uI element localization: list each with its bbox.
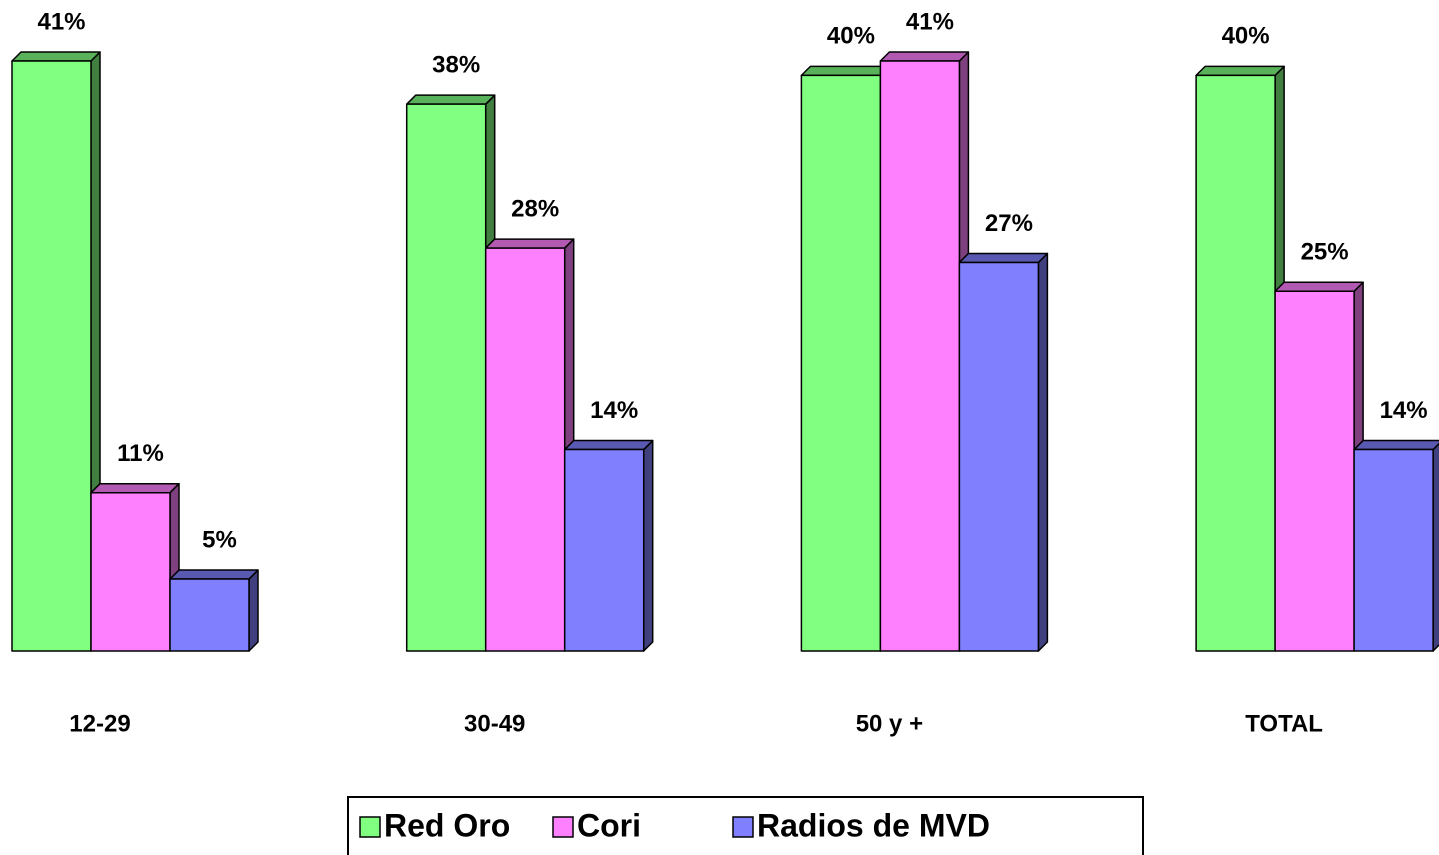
bar-front bbox=[11, 60, 92, 652]
value-label: 28% bbox=[511, 195, 559, 222]
legend-label: Radios de MVD bbox=[757, 807, 990, 843]
bar bbox=[563, 439, 654, 652]
bar-front bbox=[484, 247, 566, 652]
bar bbox=[169, 569, 259, 652]
value-label: 14% bbox=[590, 397, 638, 424]
bar-side-shade bbox=[1433, 443, 1439, 651]
bar-top-shade bbox=[170, 570, 258, 580]
bar-front bbox=[169, 578, 250, 652]
value-label: 14% bbox=[1380, 397, 1428, 424]
bar-side-shade bbox=[249, 570, 258, 651]
bar-front bbox=[1274, 290, 1355, 652]
legend-label: Red Oro bbox=[384, 807, 510, 843]
value-label: 40% bbox=[827, 23, 875, 50]
bar bbox=[90, 482, 180, 652]
bar-top-shade bbox=[485, 239, 574, 249]
bar-side-shade bbox=[1038, 253, 1048, 651]
value-label: 41% bbox=[906, 8, 954, 35]
bar-side-shade bbox=[643, 440, 653, 651]
value-label: 27% bbox=[985, 210, 1033, 237]
bar-top-shade bbox=[959, 253, 1048, 263]
value-label: 41% bbox=[37, 8, 85, 35]
x-tick-label: 50 y + bbox=[856, 710, 923, 737]
x-tick-label: 12-29 bbox=[69, 710, 130, 737]
bar bbox=[800, 65, 891, 652]
x-tick-label: 30-49 bbox=[464, 710, 525, 737]
bar-top-shade bbox=[880, 52, 969, 61]
bar bbox=[1353, 439, 1439, 652]
legend-swatch bbox=[732, 816, 754, 838]
bar-top-shade bbox=[12, 52, 100, 61]
bar-top-shade bbox=[1196, 66, 1285, 76]
bar-front bbox=[800, 74, 882, 652]
bar bbox=[879, 51, 970, 652]
bar-front bbox=[879, 60, 961, 652]
bar-top-shade bbox=[91, 483, 179, 493]
legend-swatch bbox=[359, 816, 381, 838]
bar-front bbox=[405, 103, 487, 652]
legend-swatch bbox=[552, 816, 574, 838]
bar-front bbox=[958, 261, 1040, 652]
value-label: 40% bbox=[1222, 23, 1270, 50]
bar bbox=[405, 94, 496, 652]
bar bbox=[958, 252, 1049, 652]
value-label: 11% bbox=[117, 440, 164, 467]
bar-front bbox=[1353, 448, 1434, 652]
value-label: 5% bbox=[202, 526, 237, 553]
bar bbox=[1274, 281, 1364, 652]
bar bbox=[1195, 65, 1285, 652]
legend-label: Cori bbox=[577, 807, 641, 843]
bar-top-shade bbox=[1354, 440, 1439, 450]
bar-top-shade bbox=[564, 440, 653, 450]
bar bbox=[484, 238, 575, 652]
bar-front bbox=[90, 491, 171, 652]
value-label: 38% bbox=[432, 52, 480, 79]
bar-front bbox=[1195, 74, 1276, 652]
bar-top-shade bbox=[406, 95, 495, 105]
x-tick-label: TOTAL bbox=[1245, 710, 1323, 737]
bar-top-shade bbox=[801, 66, 890, 76]
value-label: 25% bbox=[1301, 239, 1349, 266]
bar bbox=[11, 51, 101, 652]
bar-top-shade bbox=[1275, 282, 1364, 292]
bar-front bbox=[563, 448, 645, 652]
